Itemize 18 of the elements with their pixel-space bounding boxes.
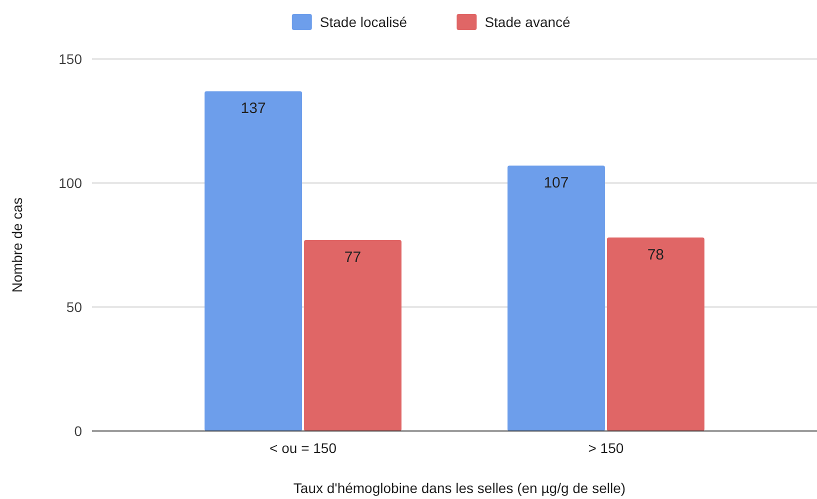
y-tick-label: 50 [66, 299, 82, 315]
data-label: 78 [647, 246, 664, 264]
bar [204, 91, 302, 431]
y-axis-title: Nombre de cas [9, 198, 25, 292]
data-label: 77 [344, 249, 362, 266]
x-tick-label: < ou = 150 [270, 440, 337, 456]
data-label: 137 [240, 100, 266, 118]
legend-label: Stade avancé [484, 14, 571, 30]
y-tick-label: 100 [58, 175, 82, 191]
bar [606, 238, 704, 431]
x-axis-title: Taux d'hémoglobine dans les selles (en µg/g de selle) [293, 480, 626, 496]
y-tick-label: 150 [58, 51, 82, 67]
y-tick-label: 0 [74, 423, 82, 439]
bar [304, 240, 402, 431]
legend-label: Stade localisé [320, 14, 408, 30]
bar [508, 166, 605, 431]
data-label: 107 [544, 174, 569, 192]
x-tick-label: > 150 [588, 440, 624, 456]
